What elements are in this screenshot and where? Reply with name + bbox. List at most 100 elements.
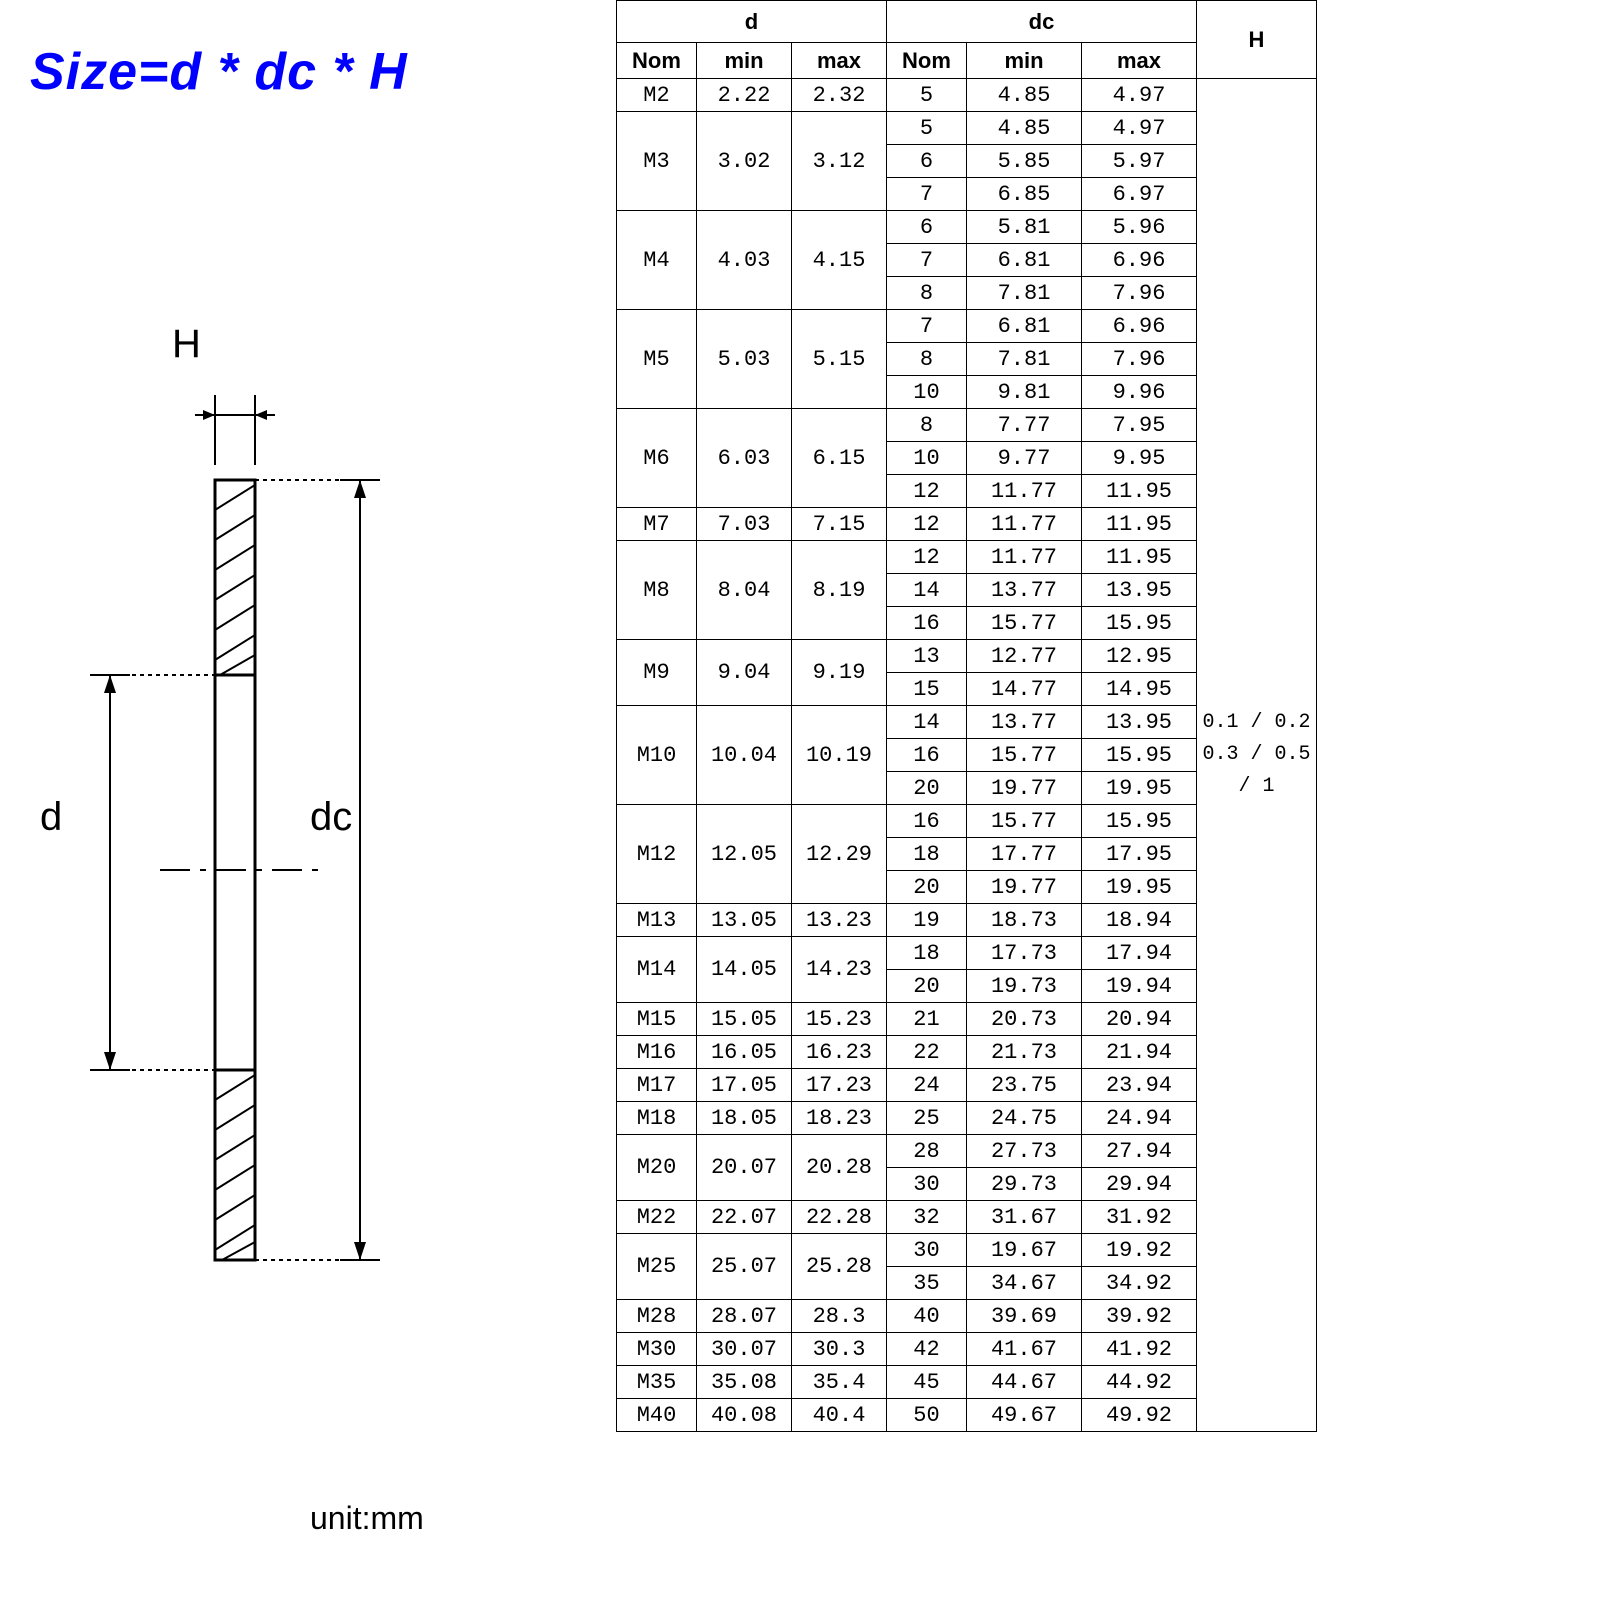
table-row: M22.222.3254.854.970.1 / 0.20.3 / 0.5/ 1 <box>617 79 1317 112</box>
cell-dc-nom: 45 <box>887 1366 967 1399</box>
cell-dc-nom: 10 <box>887 442 967 475</box>
cell-dc-max: 9.96 <box>1082 376 1197 409</box>
cell-dc-nom: 20 <box>887 772 967 805</box>
cell-dc-nom: 42 <box>887 1333 967 1366</box>
cell-d-max: 20.28 <box>792 1135 887 1201</box>
cell-d-min: 25.07 <box>697 1234 792 1300</box>
cell-dc-nom: 10 <box>887 376 967 409</box>
cell-d-max: 8.19 <box>792 541 887 640</box>
cell-dc-max: 29.94 <box>1082 1168 1197 1201</box>
cell-dc-max: 15.95 <box>1082 805 1197 838</box>
cell-dc-nom: 21 <box>887 1003 967 1036</box>
washer-diagram <box>40 340 560 1440</box>
cell-dc-min: 19.77 <box>967 871 1082 904</box>
cell-dc-min: 20.73 <box>967 1003 1082 1036</box>
cell-d-nom: M6 <box>617 409 697 508</box>
cell-dc-max: 17.94 <box>1082 937 1197 970</box>
cell-dc-min: 13.77 <box>967 574 1082 607</box>
cell-d-min: 6.03 <box>697 409 792 508</box>
cell-d-max: 9.19 <box>792 640 887 706</box>
cell-d-min: 18.05 <box>697 1102 792 1135</box>
cell-dc-nom: 12 <box>887 475 967 508</box>
cell-d-nom: M17 <box>617 1069 697 1102</box>
cell-dc-nom: 8 <box>887 409 967 442</box>
cell-d-nom: M5 <box>617 310 697 409</box>
cell-dc-max: 5.97 <box>1082 145 1197 178</box>
unit-label: unit:mm <box>310 1500 424 1537</box>
cell-dc-nom: 7 <box>887 244 967 277</box>
cell-d-min: 9.04 <box>697 640 792 706</box>
cell-d-max: 7.15 <box>792 508 887 541</box>
cell-dc-nom: 13 <box>887 640 967 673</box>
cell-d-max: 17.23 <box>792 1069 887 1102</box>
cell-dc-nom: 20 <box>887 871 967 904</box>
cell-dc-max: 4.97 <box>1082 112 1197 145</box>
cell-d-max: 14.23 <box>792 937 887 1003</box>
cell-d-min: 12.05 <box>697 805 792 904</box>
cell-d-min: 2.22 <box>697 79 792 112</box>
cell-h-values: 0.1 / 0.20.3 / 0.5/ 1 <box>1197 79 1317 1432</box>
cell-dc-min: 5.85 <box>967 145 1082 178</box>
cell-d-min: 15.05 <box>697 1003 792 1036</box>
cell-dc-min: 11.77 <box>967 475 1082 508</box>
cell-dc-max: 5.96 <box>1082 211 1197 244</box>
cell-dc-min: 7.77 <box>967 409 1082 442</box>
cell-dc-max: 6.96 <box>1082 244 1197 277</box>
cell-d-nom: M20 <box>617 1135 697 1201</box>
cell-d-min: 4.03 <box>697 211 792 310</box>
dim-label-dc: dc <box>310 795 352 840</box>
cell-d-max: 13.23 <box>792 904 887 937</box>
cell-d-min: 28.07 <box>697 1300 792 1333</box>
cell-dc-nom: 25 <box>887 1102 967 1135</box>
cell-d-max: 2.32 <box>792 79 887 112</box>
cell-d-nom: M16 <box>617 1036 697 1069</box>
cell-d-max: 25.28 <box>792 1234 887 1300</box>
cell-dc-nom: 16 <box>887 739 967 772</box>
dim-label-d: d <box>40 795 62 840</box>
cell-dc-max: 21.94 <box>1082 1036 1197 1069</box>
cell-dc-max: 6.97 <box>1082 178 1197 211</box>
cell-d-nom: M8 <box>617 541 697 640</box>
cell-dc-min: 27.73 <box>967 1135 1082 1168</box>
cell-dc-nom: 28 <box>887 1135 967 1168</box>
cell-dc-max: 23.94 <box>1082 1069 1197 1102</box>
cell-d-nom: M35 <box>617 1366 697 1399</box>
cell-dc-min: 4.85 <box>967 112 1082 145</box>
dim-label-h: H <box>172 322 201 367</box>
cell-d-max: 10.19 <box>792 706 887 805</box>
th-sub-4: min <box>967 43 1082 79</box>
cell-dc-min: 9.77 <box>967 442 1082 475</box>
cell-d-nom: M22 <box>617 1201 697 1234</box>
cell-dc-min: 18.73 <box>967 904 1082 937</box>
cell-dc-min: 15.77 <box>967 607 1082 640</box>
cell-dc-max: 41.92 <box>1082 1333 1197 1366</box>
cell-dc-max: 7.96 <box>1082 277 1197 310</box>
cell-dc-max: 6.96 <box>1082 310 1197 343</box>
cell-dc-nom: 7 <box>887 310 967 343</box>
cell-dc-nom: 5 <box>887 112 967 145</box>
cell-dc-nom: 30 <box>887 1234 967 1267</box>
cell-d-max: 28.3 <box>792 1300 887 1333</box>
cell-dc-max: 13.95 <box>1082 706 1197 739</box>
th-sub-5: max <box>1082 43 1197 79</box>
cell-d-max: 4.15 <box>792 211 887 310</box>
cell-d-nom: M13 <box>617 904 697 937</box>
th-dc: dc <box>887 1 1197 43</box>
cell-dc-nom: 50 <box>887 1399 967 1432</box>
cell-d-min: 5.03 <box>697 310 792 409</box>
cell-dc-min: 19.77 <box>967 772 1082 805</box>
cell-d-max: 30.3 <box>792 1333 887 1366</box>
cell-d-min: 13.05 <box>697 904 792 937</box>
cell-dc-min: 17.77 <box>967 838 1082 871</box>
cell-dc-min: 7.81 <box>967 277 1082 310</box>
cell-d-nom: M28 <box>617 1300 697 1333</box>
cell-dc-min: 4.85 <box>967 79 1082 112</box>
cell-dc-max: 14.95 <box>1082 673 1197 706</box>
cell-dc-min: 13.77 <box>967 706 1082 739</box>
cell-d-nom: M10 <box>617 706 697 805</box>
th-h: H <box>1197 1 1317 79</box>
spec-table: d dc H NomminmaxNomminmaxM22.222.3254.85… <box>616 0 1317 1432</box>
cell-dc-nom: 16 <box>887 805 967 838</box>
cell-d-nom: M3 <box>617 112 697 211</box>
cell-dc-nom: 35 <box>887 1267 967 1300</box>
